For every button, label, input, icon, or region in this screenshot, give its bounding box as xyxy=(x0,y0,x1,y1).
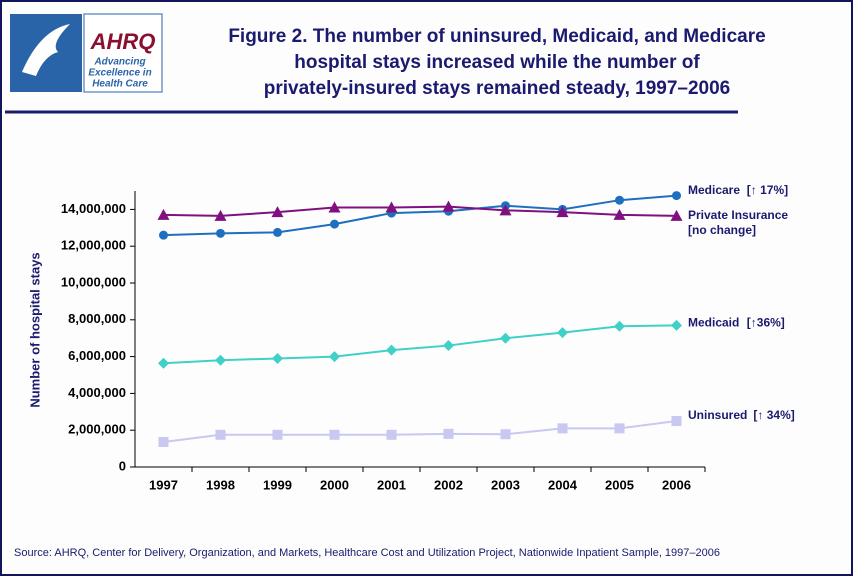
y-tick-label: 0 xyxy=(119,458,126,473)
point xyxy=(442,200,455,212)
point xyxy=(556,206,569,218)
point xyxy=(329,351,340,363)
x-tick-label: 1999 xyxy=(263,477,292,492)
point xyxy=(272,429,283,440)
point xyxy=(386,429,397,440)
series-label: Medicare xyxy=(688,183,740,197)
point xyxy=(158,436,169,447)
logo-line: Advancing xyxy=(93,57,145,68)
series-annotation: [↑ 17%] xyxy=(747,183,788,197)
series-annotation: [↑36%] xyxy=(747,315,785,329)
point xyxy=(499,204,512,216)
point xyxy=(158,357,169,369)
x-tick-label: 2005 xyxy=(605,477,634,492)
point xyxy=(216,228,225,238)
logo-line: Excellence in xyxy=(88,68,151,79)
x-tick-label: 1998 xyxy=(206,477,235,492)
point xyxy=(671,416,682,426)
chart-title: hospital stays increased while the numbe… xyxy=(294,52,700,73)
point xyxy=(500,429,511,440)
x-tick-label: 2006 xyxy=(662,477,691,492)
y-tick-label: 10,000,000 xyxy=(61,274,126,289)
point xyxy=(615,195,624,205)
point xyxy=(385,201,398,213)
x-tick-label: 2000 xyxy=(320,477,349,492)
series-label: Uninsured xyxy=(688,408,747,422)
point xyxy=(614,423,625,434)
point xyxy=(272,352,283,364)
source: Source: AHRQ, Center for Delivery, Organ… xyxy=(14,547,720,559)
y-tick-label: 12,000,000 xyxy=(61,238,126,253)
point xyxy=(273,227,282,237)
point xyxy=(672,191,681,201)
logo-name: AHRQ xyxy=(90,29,156,54)
series-line xyxy=(163,420,677,443)
series-line xyxy=(163,205,677,217)
y-tick-label: 14,000,000 xyxy=(61,201,126,216)
point xyxy=(443,340,454,352)
point xyxy=(386,344,397,356)
point xyxy=(443,428,454,439)
y-tick-label: 4,000,000 xyxy=(68,385,126,400)
point xyxy=(215,354,226,366)
point xyxy=(330,219,339,229)
point xyxy=(157,208,170,220)
logo-line: Health Care xyxy=(92,79,148,90)
x-tick-label: 2004 xyxy=(548,477,578,492)
y-tick-label: 6,000,000 xyxy=(68,348,126,363)
series-annotation: [no change] xyxy=(688,223,756,237)
series-label: Medicaid xyxy=(688,315,739,329)
y-axis-label: Number of hospital stays xyxy=(27,252,42,407)
series-label: Private Insurance xyxy=(688,208,788,222)
series-line xyxy=(163,324,677,365)
point xyxy=(613,208,626,220)
x-tick-label: 2001 xyxy=(377,477,406,492)
eagle xyxy=(22,24,70,76)
y-tick-label: 2,000,000 xyxy=(68,422,126,437)
x-tick-label: 2003 xyxy=(491,477,520,492)
ahrq-box xyxy=(83,13,163,93)
point xyxy=(671,319,682,331)
series-annotation: [↑ 34%] xyxy=(753,408,794,422)
point xyxy=(329,429,340,440)
point xyxy=(159,230,168,240)
series-line xyxy=(163,194,677,237)
point xyxy=(614,320,625,332)
point xyxy=(500,332,511,344)
point xyxy=(271,206,284,218)
y-tick-label: 8,000,000 xyxy=(68,311,126,326)
chart-title: privately-insured stays remained steady,… xyxy=(264,78,730,99)
chart-title: Figure 2. The number of uninsured, Medic… xyxy=(228,26,765,47)
point xyxy=(214,209,227,221)
x-tick-label: 2002 xyxy=(434,477,463,492)
point xyxy=(215,429,226,440)
point xyxy=(557,327,568,339)
x-tick-label: 1997 xyxy=(149,477,178,492)
point xyxy=(328,201,341,213)
point xyxy=(670,209,683,221)
logo: AHRQ Advancing Excellence in Health Care xyxy=(10,13,163,93)
point xyxy=(557,423,568,434)
